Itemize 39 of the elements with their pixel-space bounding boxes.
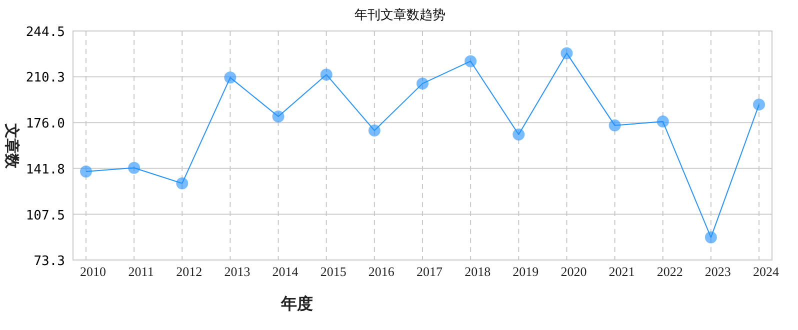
point bbox=[176, 177, 188, 190]
x-tick-label: 2018 bbox=[464, 264, 491, 279]
x-tick-label: 2017 bbox=[416, 264, 443, 279]
point bbox=[704, 231, 717, 244]
point bbox=[368, 124, 380, 137]
x-tick-label: 2021 bbox=[608, 264, 635, 279]
x-tick-label: 2020 bbox=[560, 264, 587, 279]
point bbox=[416, 78, 428, 90]
x-tick-label: 2014 bbox=[272, 264, 299, 279]
x-tick-label: 2016 bbox=[368, 264, 395, 279]
point bbox=[272, 110, 284, 122]
x-tick-label: 2012 bbox=[176, 264, 202, 279]
y-tick-label: 107.5 bbox=[26, 208, 65, 224]
point bbox=[656, 116, 669, 128]
point bbox=[464, 55, 477, 68]
x-tick-label: 2019 bbox=[512, 264, 539, 279]
x-tick-label: 2011 bbox=[128, 264, 154, 279]
point bbox=[224, 72, 236, 84]
point bbox=[753, 98, 765, 111]
x-tick-label: 2023 bbox=[704, 264, 731, 279]
x-tick-label: 2022 bbox=[656, 264, 683, 279]
point bbox=[320, 68, 332, 81]
y-tick-label: 210.3 bbox=[26, 70, 65, 86]
y-tick-label: 244.5 bbox=[26, 25, 65, 40]
y-tick-label: 73.3 bbox=[34, 254, 65, 269]
point bbox=[512, 128, 525, 141]
chart-title: 年刊文章数趋势 bbox=[354, 7, 446, 22]
point bbox=[80, 165, 92, 178]
y-tick-label: 176.0 bbox=[26, 116, 65, 132]
point bbox=[560, 47, 573, 60]
point bbox=[608, 119, 621, 132]
y-axis-title: 文章数 bbox=[3, 122, 21, 170]
x-axis-title: 年度 bbox=[280, 294, 313, 313]
y-tick-label: 141.8 bbox=[26, 162, 65, 178]
x-tick-label: 2010 bbox=[80, 264, 106, 279]
point bbox=[128, 162, 140, 174]
x-tick-label: 2015 bbox=[320, 264, 346, 279]
x-tick-label: 2024 bbox=[753, 264, 780, 279]
x-tick-label: 2013 bbox=[224, 264, 250, 279]
